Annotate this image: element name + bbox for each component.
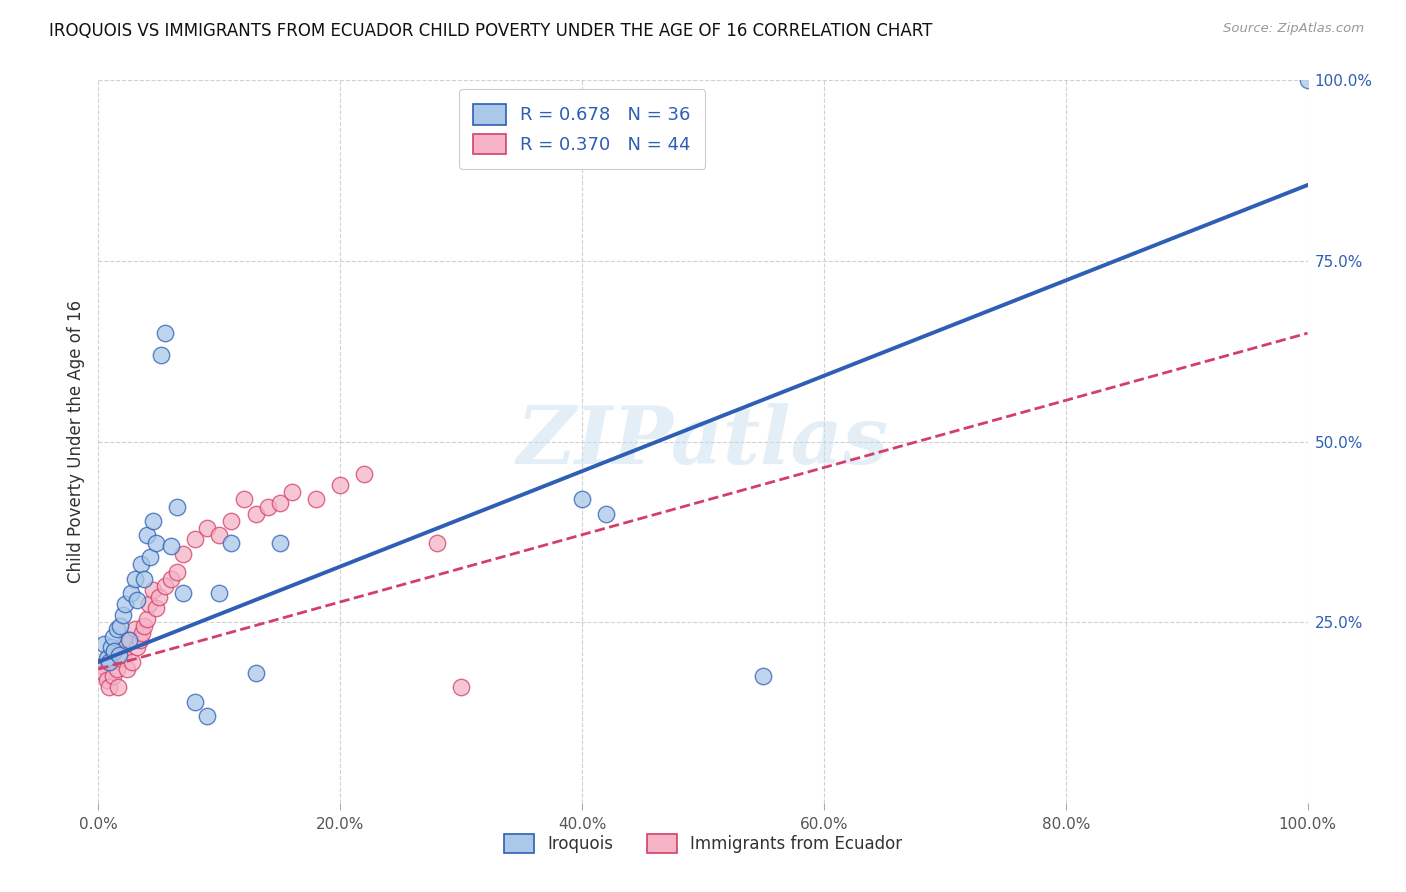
Point: [103, 644, 125, 658]
Point: [108, 648, 131, 662]
Point: [142, 514, 165, 528]
Point: [127, 593, 149, 607]
Point: [305, 492, 328, 507]
Point: [166, 565, 188, 579]
Point: [138, 597, 160, 611]
Point: [131, 626, 153, 640]
Point: [97, 651, 120, 665]
Point: [117, 662, 139, 676]
Point: [245, 507, 267, 521]
Point: [195, 709, 218, 723]
Text: ZIPatlas: ZIPatlas: [517, 403, 889, 480]
Point: [134, 572, 156, 586]
Point: [208, 586, 231, 600]
Point: [160, 572, 183, 586]
Point: [93, 637, 115, 651]
Point: [281, 485, 304, 500]
Point: [145, 600, 167, 615]
Point: [127, 640, 149, 655]
Text: Source: ZipAtlas.com: Source: ZipAtlas.com: [1223, 22, 1364, 36]
Point: [450, 680, 472, 694]
Point: [172, 547, 194, 561]
Point: [195, 521, 218, 535]
Point: [221, 514, 243, 528]
Point: [221, 535, 243, 549]
Point: [100, 640, 122, 655]
Point: [595, 507, 617, 521]
Point: [107, 680, 129, 694]
Point: [184, 695, 207, 709]
Point: [98, 680, 121, 694]
Point: [118, 633, 141, 648]
Point: [96, 651, 118, 665]
Point: [145, 535, 167, 549]
Point: [269, 535, 291, 549]
Point: [91, 658, 114, 673]
Point: [124, 572, 146, 586]
Point: [150, 348, 173, 362]
Point: [124, 623, 146, 637]
Point: [118, 633, 141, 648]
Text: IROQUOIS VS IMMIGRANTS FROM ECUADOR CHILD POVERTY UNDER THE AGE OF 16 CORRELATIO: IROQUOIS VS IMMIGRANTS FROM ECUADOR CHIL…: [49, 22, 932, 40]
Point: [160, 539, 183, 553]
Point: [108, 651, 131, 665]
Point: [129, 558, 152, 572]
Point: [103, 644, 125, 658]
Point: [153, 579, 176, 593]
Point: [134, 619, 156, 633]
Point: [101, 630, 124, 644]
Point: [208, 528, 231, 542]
Point: [135, 528, 157, 542]
Point: [256, 500, 278, 514]
Point: [121, 655, 143, 669]
Point: [148, 590, 170, 604]
Point: [426, 535, 449, 549]
Point: [1296, 73, 1319, 87]
Point: [752, 669, 775, 683]
Point: [245, 665, 267, 680]
Point: [108, 619, 131, 633]
Point: [111, 607, 134, 622]
Point: [269, 496, 291, 510]
Point: [166, 500, 188, 514]
Point: [120, 586, 142, 600]
Point: [114, 597, 136, 611]
Point: [111, 648, 134, 662]
Point: [329, 478, 352, 492]
Y-axis label: Child Poverty Under the Age of 16: Child Poverty Under the Age of 16: [66, 300, 84, 583]
Point: [184, 532, 207, 546]
Point: [135, 611, 157, 625]
Point: [96, 673, 118, 687]
Point: [139, 550, 162, 565]
Point: [101, 669, 124, 683]
Point: [571, 492, 593, 507]
Point: [98, 655, 121, 669]
Point: [353, 467, 375, 481]
Point: [142, 582, 165, 597]
Point: [105, 623, 128, 637]
Point: [153, 326, 176, 340]
Point: [105, 662, 128, 676]
Point: [232, 492, 254, 507]
Legend: Iroquois, Immigrants from Ecuador: Iroquois, Immigrants from Ecuador: [498, 827, 908, 860]
Point: [128, 633, 150, 648]
Point: [100, 655, 122, 669]
Point: [172, 586, 194, 600]
Point: [114, 637, 136, 651]
Point: [93, 665, 115, 680]
